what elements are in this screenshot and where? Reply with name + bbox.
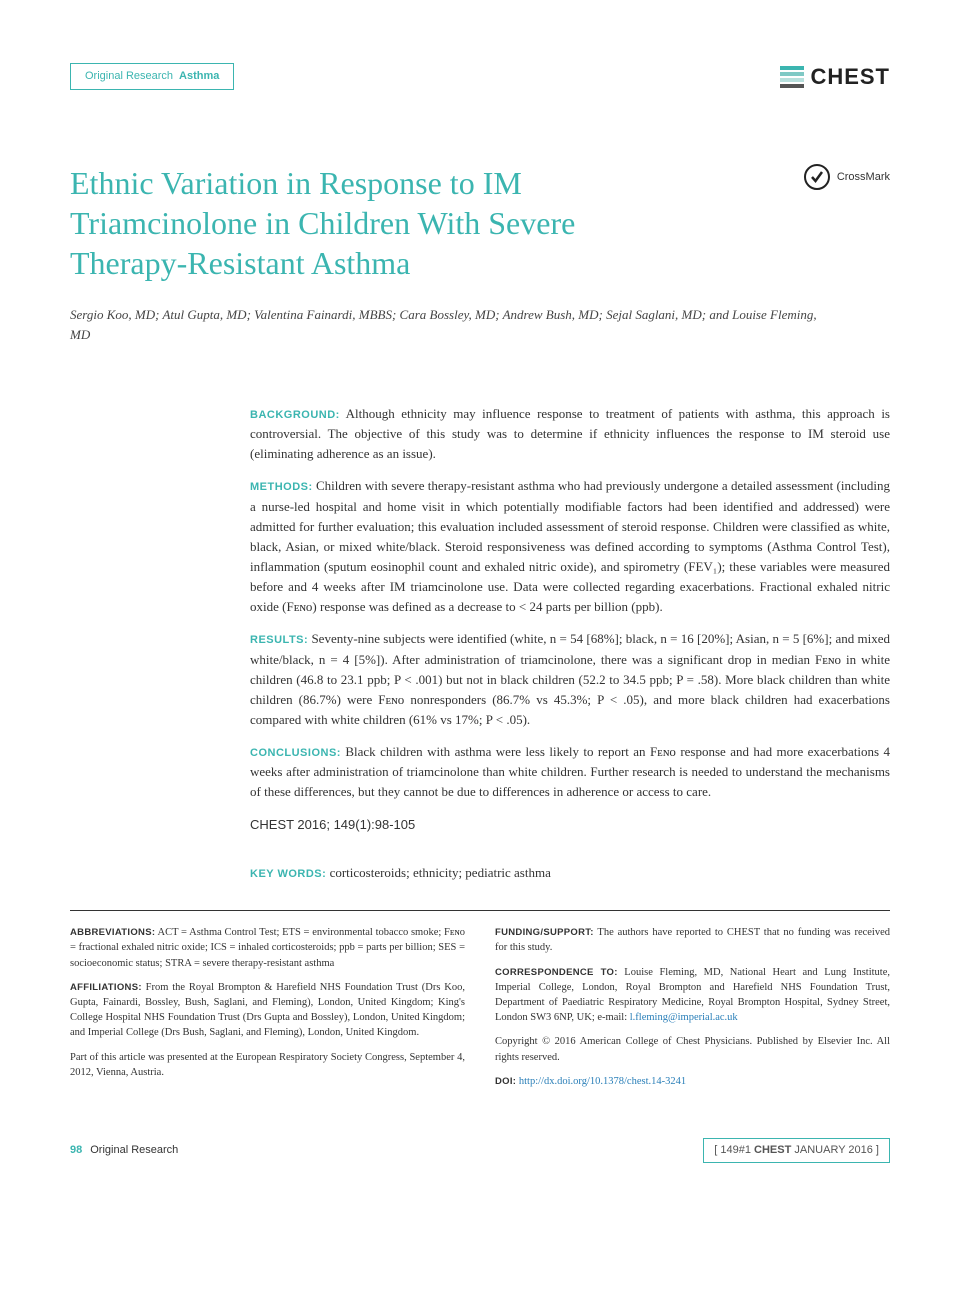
keywords-label: KEY WORDS:: [250, 868, 326, 880]
background-text: Although ethnicity may influence respons…: [250, 406, 890, 461]
abbrev-label: ABBREVIATIONS:: [70, 927, 155, 938]
methods-label: METHODS:: [250, 481, 313, 493]
footer-columns: ABBREVIATIONS: ACT = Asthma Control Test…: [70, 925, 890, 1098]
funding-label: FUNDING/SUPPORT:: [495, 927, 594, 938]
results-text: Seventy-nine subjects were identified (w…: [250, 631, 890, 727]
page-number: 98: [70, 1142, 82, 1159]
conclusions-label: CONCLUSIONS:: [250, 747, 341, 759]
keywords-row: KEY WORDS: corticosteroids; ethnicity; p…: [250, 863, 890, 883]
page-footer-left: 98 Original Research: [70, 1142, 178, 1159]
issue-number: 149#1: [720, 1144, 751, 1156]
keywords-text: corticosteroids; ethnicity; pediatric as…: [330, 865, 551, 880]
footer-left-column: ABBREVIATIONS: ACT = Asthma Control Test…: [70, 925, 465, 1098]
doi-label: DOI:: [495, 1076, 516, 1087]
authors-list: Sergio Koo, MD; Atul Gupta, MD; Valentin…: [70, 305, 830, 344]
crossmark-icon: [803, 163, 831, 191]
category-label: Original Research: [85, 68, 173, 85]
presentation-note: Part of this article was presented at th…: [70, 1050, 465, 1080]
funding-block: FUNDING/SUPPORT: The authors have report…: [495, 925, 890, 955]
methods-text: Children with severe therapy-resistant a…: [250, 478, 890, 614]
doi-link[interactable]: http://dx.doi.org/10.1378/chest.14-3241: [519, 1076, 686, 1087]
abbreviations-block: ABBREVIATIONS: ACT = Asthma Control Test…: [70, 925, 465, 971]
background-label: BACKGROUND:: [250, 409, 340, 421]
footer-right-column: FUNDING/SUPPORT: The authors have report…: [495, 925, 890, 1098]
copyright-text: Copyright © 2016 American College of Che…: [495, 1034, 890, 1064]
affiliations-block: AFFILIATIONS: From the Royal Brompton & …: [70, 980, 465, 1041]
crossmark-badge[interactable]: CrossMark: [803, 163, 890, 191]
correspondence-block: CORRESPONDENCE TO: Louise Fleming, MD, N…: [495, 965, 890, 1026]
abstract-methods: METHODS: Children with severe therapy-re…: [250, 476, 890, 617]
results-label: RESULTS:: [250, 634, 308, 646]
article-title: Ethnic Variation in Response to IM Triam…: [70, 163, 690, 283]
journal-logo: CHEST: [780, 60, 890, 93]
issue-date: JANUARY 2016: [794, 1144, 872, 1156]
citation: CHEST 2016; 149(1):98-105: [250, 815, 890, 835]
top-bar: Original Research Asthma CHEST: [70, 60, 890, 93]
corr-label: CORRESPONDENCE TO:: [495, 967, 618, 978]
abstract-background: BACKGROUND: Although ethnicity may influ…: [250, 404, 890, 464]
divider: [70, 910, 890, 911]
conclusions-text: Black children with asthma were less lik…: [250, 744, 890, 799]
page-footer: 98 Original Research [ 149#1 CHEST JANUA…: [70, 1138, 890, 1163]
doi-block: DOI: http://dx.doi.org/10.1378/chest.14-…: [495, 1074, 890, 1089]
abstract-block: BACKGROUND: Although ethnicity may influ…: [250, 404, 890, 835]
chest-logo-icon: [780, 66, 804, 88]
email-link[interactable]: l.fleming@imperial.ac.uk: [630, 1012, 738, 1023]
page-footer-right: [ 149#1 CHEST JANUARY 2016 ]: [703, 1138, 890, 1163]
abstract-conclusions: CONCLUSIONS: Black children with asthma …: [250, 742, 890, 802]
journal-name: CHEST: [810, 60, 890, 93]
topic-label: Asthma: [179, 68, 219, 85]
title-row: Ethnic Variation in Response to IM Triam…: [70, 163, 890, 283]
affil-label: AFFILIATIONS:: [70, 982, 142, 993]
abstract-results: RESULTS: Seventy-nine subjects were iden…: [250, 629, 890, 730]
category-badge: Original Research Asthma: [70, 63, 234, 90]
crossmark-label: CrossMark: [837, 169, 890, 186]
journal-abbrev: CHEST: [754, 1144, 791, 1156]
section-name: Original Research: [90, 1142, 178, 1159]
